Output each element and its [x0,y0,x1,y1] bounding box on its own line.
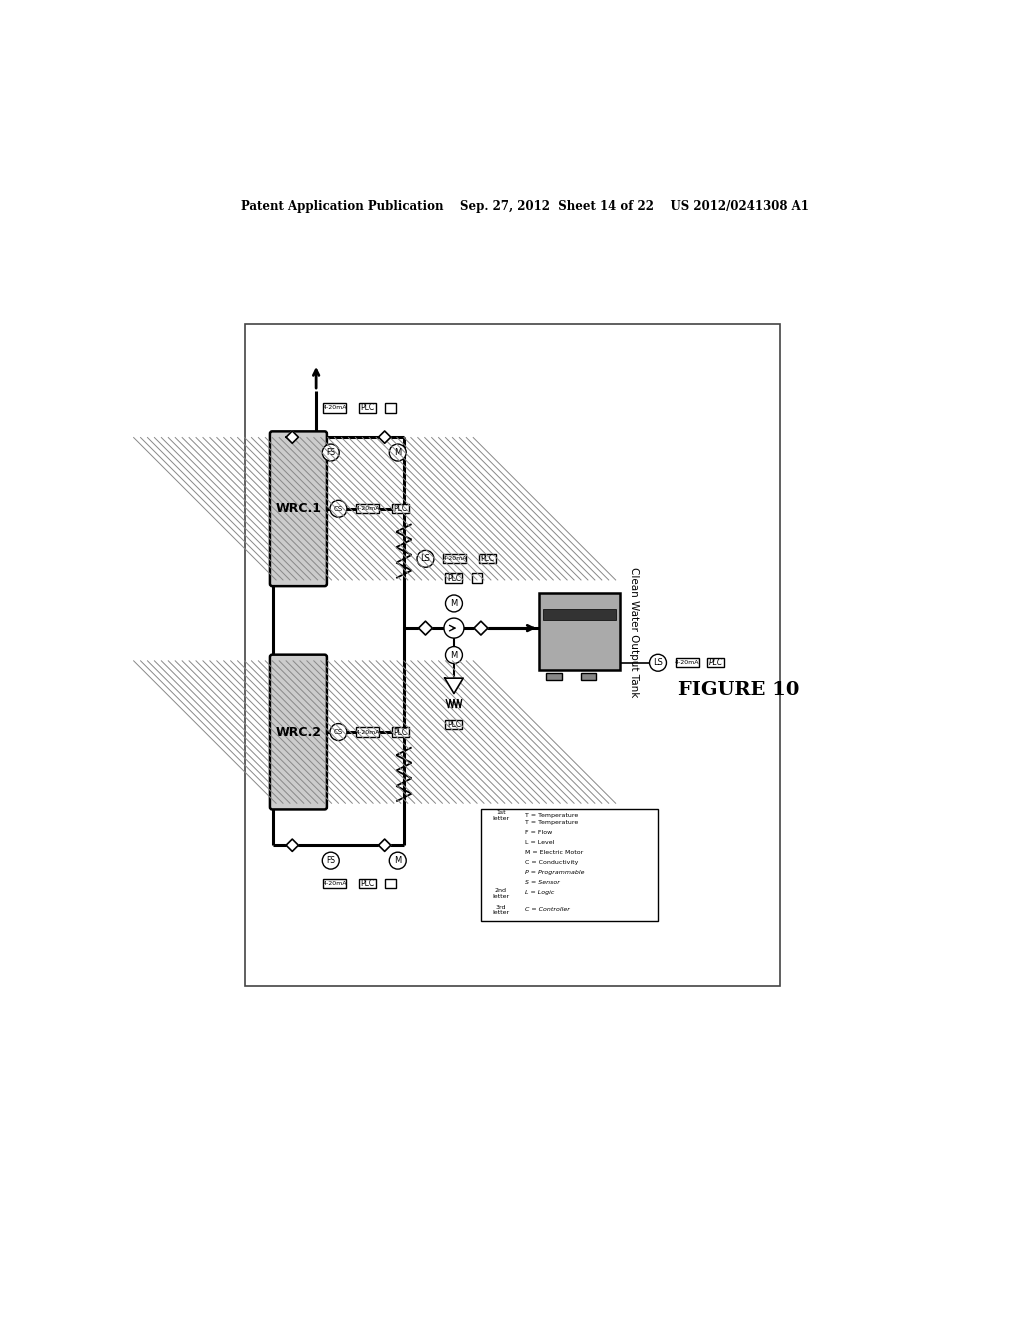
Bar [547,673,562,681]
Text: C = Controller: C = Controller [524,907,569,912]
Text: 4-20mA: 4-20mA [323,882,347,886]
Text: FIGURE 10: FIGURE 10 [678,681,800,698]
Bar [391,504,409,513]
Bar [543,609,615,620]
Text: FS: FS [327,857,335,865]
Text: PLC: PLC [360,879,375,888]
Text: PLC: PLC [446,719,461,729]
Text: C = Conductivity: C = Conductivity [524,861,579,866]
Text: Clean Water Output Tank: Clean Water Output Tank [629,566,639,697]
Bar [385,404,396,412]
Text: S = Sensor: S = Sensor [524,880,560,886]
Bar [443,554,466,564]
Text: M: M [394,447,401,457]
Circle shape [330,723,347,741]
Bar [481,809,658,921]
Text: T = Temperature: T = Temperature [524,821,579,825]
Text: 4-20mA: 4-20mA [442,556,467,561]
FancyBboxPatch shape [270,432,327,586]
Circle shape [445,595,463,612]
Text: P = Programmable: P = Programmable [524,870,585,875]
Polygon shape [286,430,298,444]
Circle shape [649,655,667,671]
Bar [245,323,779,986]
Polygon shape [286,840,298,851]
Polygon shape [379,840,391,851]
Circle shape [444,618,464,638]
Circle shape [323,853,339,869]
Bar [539,594,620,671]
Text: PLC: PLC [480,554,495,564]
Text: M: M [451,651,458,660]
Text: PLC: PLC [360,404,375,412]
Text: CS: CS [334,506,343,512]
Circle shape [417,550,434,568]
Text: LS: LS [421,554,430,564]
Text: F = Flow: F = Flow [524,830,552,836]
Polygon shape [474,622,487,635]
Text: 4-20mA: 4-20mA [355,507,380,511]
Text: PLC: PLC [446,574,461,582]
Bar [708,659,724,668]
Circle shape [389,853,407,869]
Text: M: M [394,857,401,865]
Circle shape [389,444,407,461]
Circle shape [323,444,339,461]
Circle shape [330,500,347,517]
Text: WRC.1: WRC.1 [275,502,322,515]
Circle shape [445,647,463,664]
Bar [323,404,346,412]
Bar [359,404,376,412]
Bar [478,554,496,564]
Bar [581,673,596,681]
Text: FS: FS [327,447,335,457]
Bar [445,719,463,729]
Text: T = Temperature: T = Temperature [524,813,579,817]
Bar [472,573,482,582]
Bar [391,727,409,737]
Bar [676,659,698,668]
Text: Patent Application Publication    Sep. 27, 2012  Sheet 14 of 22    US 2012/02413: Patent Application Publication Sep. 27, … [241,199,809,213]
Text: 4-20mA: 4-20mA [323,405,347,411]
Text: 3rd
letter: 3rd letter [493,904,510,915]
FancyBboxPatch shape [270,655,327,809]
Text: 4-20mA: 4-20mA [675,660,699,665]
Text: PLC: PLC [709,659,723,667]
Bar [359,879,376,888]
Bar [356,727,379,737]
Text: L = Logic: L = Logic [524,891,554,895]
Text: 2nd
letter: 2nd letter [493,888,510,899]
Bar [323,879,346,888]
Text: L = Level: L = Level [524,841,554,845]
Text: PLC: PLC [393,727,408,737]
Text: 4-20mA: 4-20mA [355,730,380,734]
Text: PLC: PLC [393,504,408,513]
Text: CS: CS [334,729,343,735]
Text: WRC.2: WRC.2 [275,726,322,739]
Text: LS: LS [653,659,663,667]
Bar [445,573,463,582]
Bar [356,504,379,513]
Text: M = Electric Motor: M = Electric Motor [524,850,583,855]
Polygon shape [379,430,391,444]
Polygon shape [419,622,432,635]
Polygon shape [444,678,463,693]
Text: 1st
letter: 1st letter [493,809,510,821]
Bar [385,879,396,888]
Text: M: M [451,599,458,609]
